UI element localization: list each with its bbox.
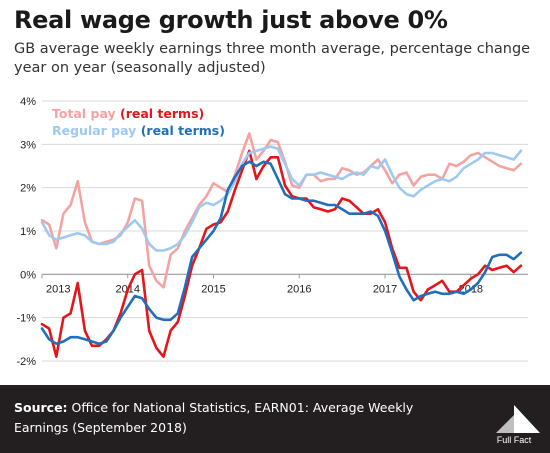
chart-title: Real wage growth just above 0% xyxy=(14,6,448,34)
x-tick-label: 2016 xyxy=(287,283,311,295)
series-line-regular-real xyxy=(40,160,523,346)
source-label: Source: xyxy=(14,400,68,415)
logo-icon xyxy=(496,405,540,433)
x-axis-ticks: 2013 2014 2015 2016 2017 2018 xyxy=(41,274,483,295)
legend-series-suffix: (real terms) xyxy=(120,106,204,121)
series-line-regular-nominal xyxy=(40,145,523,252)
footer-bar: Source: Office for National Statistics, … xyxy=(0,385,550,453)
line-chart: -2%-1%0%1%2%3%4% 2013 2014 2015 2016 2017 201… xyxy=(16,96,528,368)
x-tick-label: 2017 xyxy=(373,283,397,295)
y-tick-label: -1% xyxy=(16,313,36,325)
y-axis-ticks: -2% -1% 0% 1% 2% 3% 4% xyxy=(16,96,36,368)
y-tick-label: 1% xyxy=(20,226,36,238)
full-fact-logo: Full Fact xyxy=(486,403,542,447)
series-line-total-real xyxy=(40,149,523,359)
legend-series-suffix: (real terms) xyxy=(141,123,225,138)
source-text: Office for National Statistics, EARN01: … xyxy=(14,400,414,435)
y-tick-label: 3% xyxy=(20,139,36,151)
logo-text: Full Fact xyxy=(496,435,532,445)
y-tick-label: 0% xyxy=(20,269,36,281)
source-note: Source: Office for National Statistics, … xyxy=(14,398,454,438)
legend-entry: Total pay (real terms) xyxy=(52,106,204,121)
legend: Total pay (real terms)Regular pay (real … xyxy=(52,106,225,138)
x-tick-label: 2013 xyxy=(46,283,70,295)
grid-lines xyxy=(42,100,528,362)
y-tick-label: 2% xyxy=(20,183,36,195)
y-tick-label: 4% xyxy=(20,96,36,108)
legend-series-name: Total pay xyxy=(52,106,120,121)
series-lines xyxy=(40,132,523,359)
y-tick-label: -2% xyxy=(16,356,36,368)
legend-series-name: Regular pay xyxy=(52,123,141,138)
legend-entry: Regular pay (real terms) xyxy=(52,123,225,138)
chart-subtitle: GB average weekly earnings three month a… xyxy=(14,41,531,76)
x-tick-label: 2015 xyxy=(201,283,225,295)
